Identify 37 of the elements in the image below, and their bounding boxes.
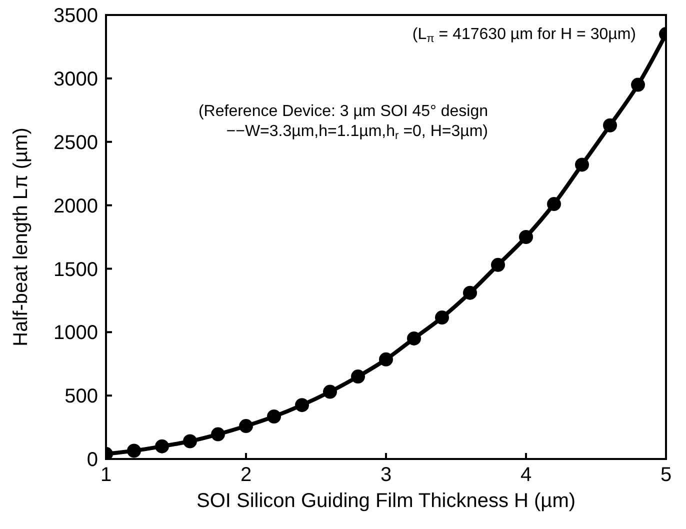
point [351, 370, 365, 384]
point [295, 398, 309, 412]
point [183, 434, 197, 448]
point [407, 331, 421, 346]
y-tick-label: 3000 [54, 68, 98, 91]
point [631, 78, 645, 92]
point [267, 410, 281, 424]
point [211, 427, 225, 442]
y-axis-title: Half-beat length Lπ (µm) [10, 128, 32, 346]
y-tick-label: 3500 [54, 5, 98, 28]
y-tick-label: 2500 [54, 132, 98, 154]
point [323, 384, 337, 399]
y-tick-label: 500 [64, 386, 98, 408]
point [239, 419, 253, 434]
annotation: (L$_{π}$ = 417630 µm for H = 30µm) [412, 26, 636, 46]
annotation: −−W=3.3µm,h=1.1µm,h$_{r}$=0, H=3µm) [226, 123, 488, 142]
point [575, 158, 589, 172]
point [519, 230, 533, 244]
x-tick-label: 1 [100, 464, 112, 486]
y-tick-label: 1000 [54, 322, 98, 344]
x-tick-label: 3 [380, 464, 392, 486]
point [463, 286, 477, 300]
y-tick-label: 2000 [54, 195, 98, 218]
annotation: (Reference Device: 3 µm SOI 45° design [198, 103, 488, 120]
point [603, 118, 617, 132]
point [491, 258, 505, 272]
point [379, 352, 393, 366]
y-tick-label: 1500 [54, 258, 98, 281]
point [127, 444, 141, 458]
x-tick-label: 5 [660, 464, 672, 486]
point [547, 197, 561, 212]
y-tick-label: 0 [86, 449, 98, 472]
point [435, 310, 449, 325]
x-axis-title: SOI Silicon Guiding Film Thickness H (µm) [196, 490, 576, 512]
point [155, 439, 169, 454]
x-tick-label: 4 [520, 464, 532, 486]
x-tick-label: 2 [240, 464, 252, 486]
